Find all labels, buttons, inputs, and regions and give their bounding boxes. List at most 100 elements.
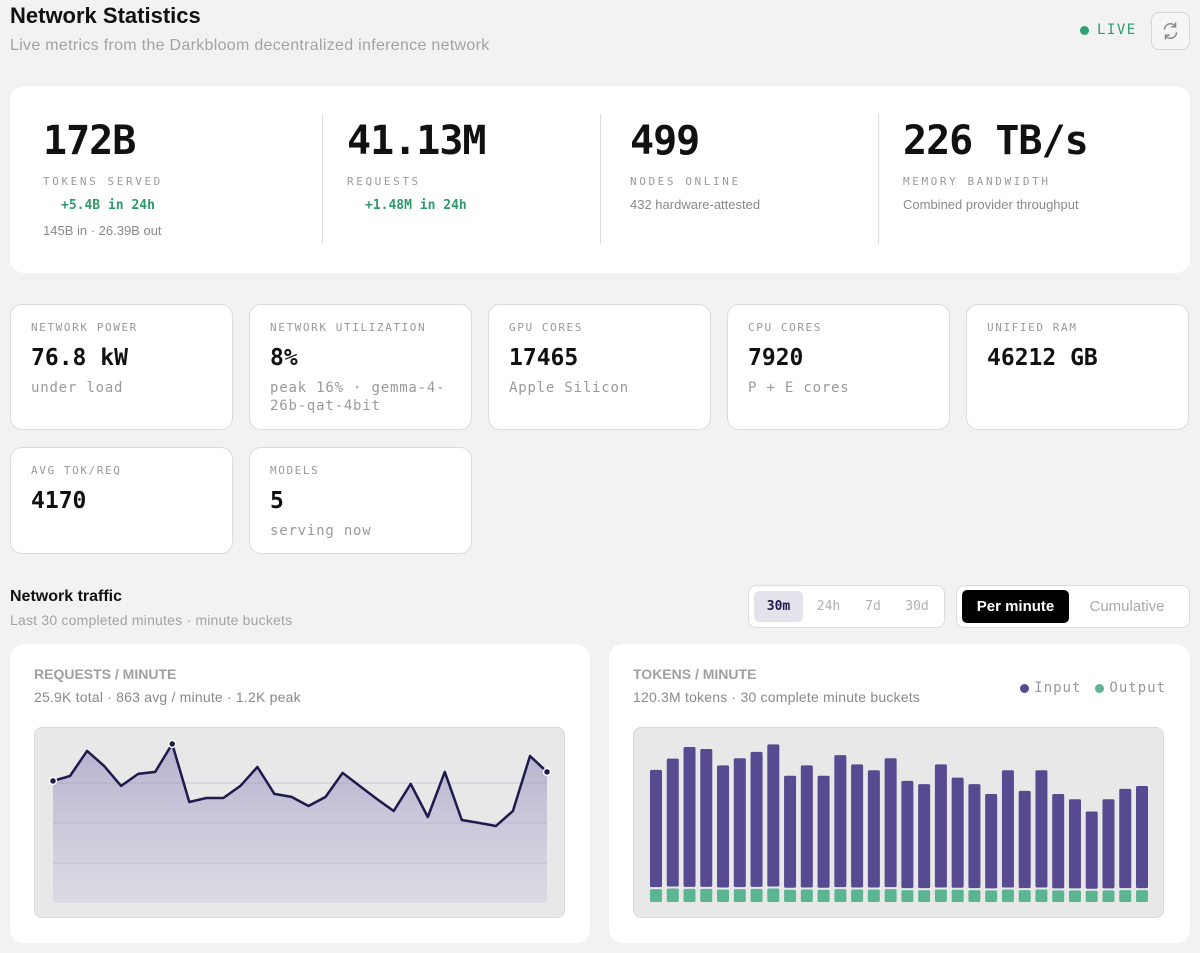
metric-label: NETWORK UTILIZATION (270, 321, 427, 334)
bar-segment (918, 890, 931, 902)
metric-card: UNIFIED RAM 46212 GB (966, 304, 1189, 430)
stat-value: 226 TB/s (903, 118, 1089, 164)
range-button[interactable]: 24h (816, 599, 841, 614)
legend-swatch (1020, 683, 1030, 693)
bar-segment (1035, 889, 1048, 902)
bar-segment (968, 890, 981, 902)
metric-label: CPU CORES (748, 321, 823, 334)
bar-segment (767, 744, 780, 887)
range-button[interactable]: 30m (754, 591, 803, 622)
bar-segment (884, 889, 897, 902)
stats-card: 172B TOKENS SERVED +5.4B in 24h 145B in · 2… (10, 86, 1190, 273)
bar-segment (700, 888, 713, 902)
bar-segment (733, 889, 746, 902)
legend-swatch (1095, 683, 1105, 693)
divider (878, 114, 879, 244)
traffic-subtitle: Last 30 completed minutes · minute bucke… (10, 612, 293, 628)
stat-detail: 145B in · 26.39B out (43, 223, 162, 238)
page-subtitle: Live metrics from the Darkbloom decentra… (10, 37, 490, 54)
point (48, 776, 58, 786)
legend-label: Output (1109, 680, 1166, 696)
range-button[interactable]: 7d (865, 599, 881, 614)
plot-area (34, 727, 565, 918)
stat-label: TOKENS SERVED (43, 175, 163, 188)
bar-segment (1136, 890, 1148, 902)
metric-detail: Apple Silicon (509, 380, 629, 396)
chart-subtitle: 25.9K total · 863 avg / minute · 1.2K pe… (34, 689, 301, 705)
plot-area (633, 727, 1164, 918)
stat-detail: Combined provider throughput (903, 197, 1079, 212)
metric-label: MODELS (270, 464, 320, 477)
bar-segment (750, 888, 763, 902)
legend-label: Input (1034, 680, 1082, 696)
bar-segment (901, 890, 914, 902)
bar-segment (784, 889, 797, 902)
legend-item: Input (1020, 680, 1081, 696)
bar-segment (918, 784, 931, 889)
point (167, 739, 177, 749)
bar-segment (817, 775, 830, 888)
divider (600, 114, 601, 244)
live-status: LIVE (1097, 22, 1137, 38)
bar-segment (733, 758, 746, 888)
mode-button[interactable]: Per minute (962, 590, 1069, 623)
point (542, 767, 552, 777)
bar-segment (934, 889, 947, 902)
chart-subtitle: 120.3M tokens · 30 complete minute bucke… (633, 689, 920, 705)
mode-selector: Per minute Cumulative (956, 585, 1190, 628)
bar-segment (800, 765, 813, 888)
bar-segment (683, 888, 696, 902)
range-button[interactable]: 30d (905, 599, 929, 614)
bar-segment (851, 764, 864, 888)
metric-label: NETWORK POWER (31, 321, 138, 334)
metric-label: AVG TOK/REQ (31, 464, 122, 477)
bar-segment (884, 758, 897, 888)
bar-segment (1068, 890, 1081, 902)
bar-segment (1136, 786, 1148, 889)
stat-label: NODES ONLINE (630, 175, 741, 188)
legend-item: Output (1095, 680, 1166, 696)
bar-segment (1001, 889, 1014, 902)
metric-detail: serving now (270, 523, 372, 539)
range-selector: 30m 24h 7d 30d (748, 585, 945, 628)
bar-segment (851, 889, 864, 902)
bar-segment (717, 889, 730, 902)
metric-card: NETWORK UTILIZATION 8% peak 16% · gemma-4-… (249, 304, 472, 430)
chart-title: REQUESTS / MINUTE (34, 666, 177, 682)
stat-label: REQUESTS (347, 175, 421, 188)
metric-value: 4170 (31, 488, 87, 514)
line (52, 742, 548, 828)
bar-segment (817, 889, 830, 902)
tokens-card: TOKENS / MINUTE 120.3M tokens · 30 compl… (609, 644, 1190, 943)
metric-card: AVG TOK/REQ 4170 (10, 447, 233, 554)
bar-segment (834, 755, 847, 888)
area (53, 743, 547, 903)
chart-title: TOKENS / MINUTE (633, 666, 757, 682)
bar-segment (1102, 890, 1115, 902)
bar-segment (1052, 890, 1065, 902)
refresh-button[interactable] (1151, 12, 1190, 50)
bar-segment (1085, 890, 1098, 902)
stat-delta: +5.4B in 24h (61, 198, 155, 213)
metric-card: GPU CORES 17465 Apple Silicon (488, 304, 711, 430)
metric-detail: P + E cores (748, 380, 850, 396)
metric-value: 17465 (509, 345, 579, 371)
bar-segment (1018, 790, 1031, 889)
stat-detail: 432 hardware-attested (630, 197, 761, 212)
metric-label: UNIFIED RAM (987, 321, 1078, 334)
stat-value: 499 (630, 118, 700, 164)
bar-segment (800, 889, 813, 902)
bar-segment (834, 889, 847, 902)
bar-segment (650, 769, 662, 888)
mode-button[interactable]: Cumulative (1089, 598, 1165, 615)
bar-segment (951, 889, 964, 902)
bar-segment (985, 794, 998, 889)
bar-segment (1052, 794, 1065, 889)
bar-segment (1102, 799, 1115, 889)
metric-value: 5 (270, 488, 284, 514)
bar-segment (784, 775, 797, 888)
bar-segment (666, 758, 679, 887)
bar-segment (750, 751, 763, 887)
bar-segment (951, 777, 964, 888)
bar-segment (867, 889, 880, 902)
